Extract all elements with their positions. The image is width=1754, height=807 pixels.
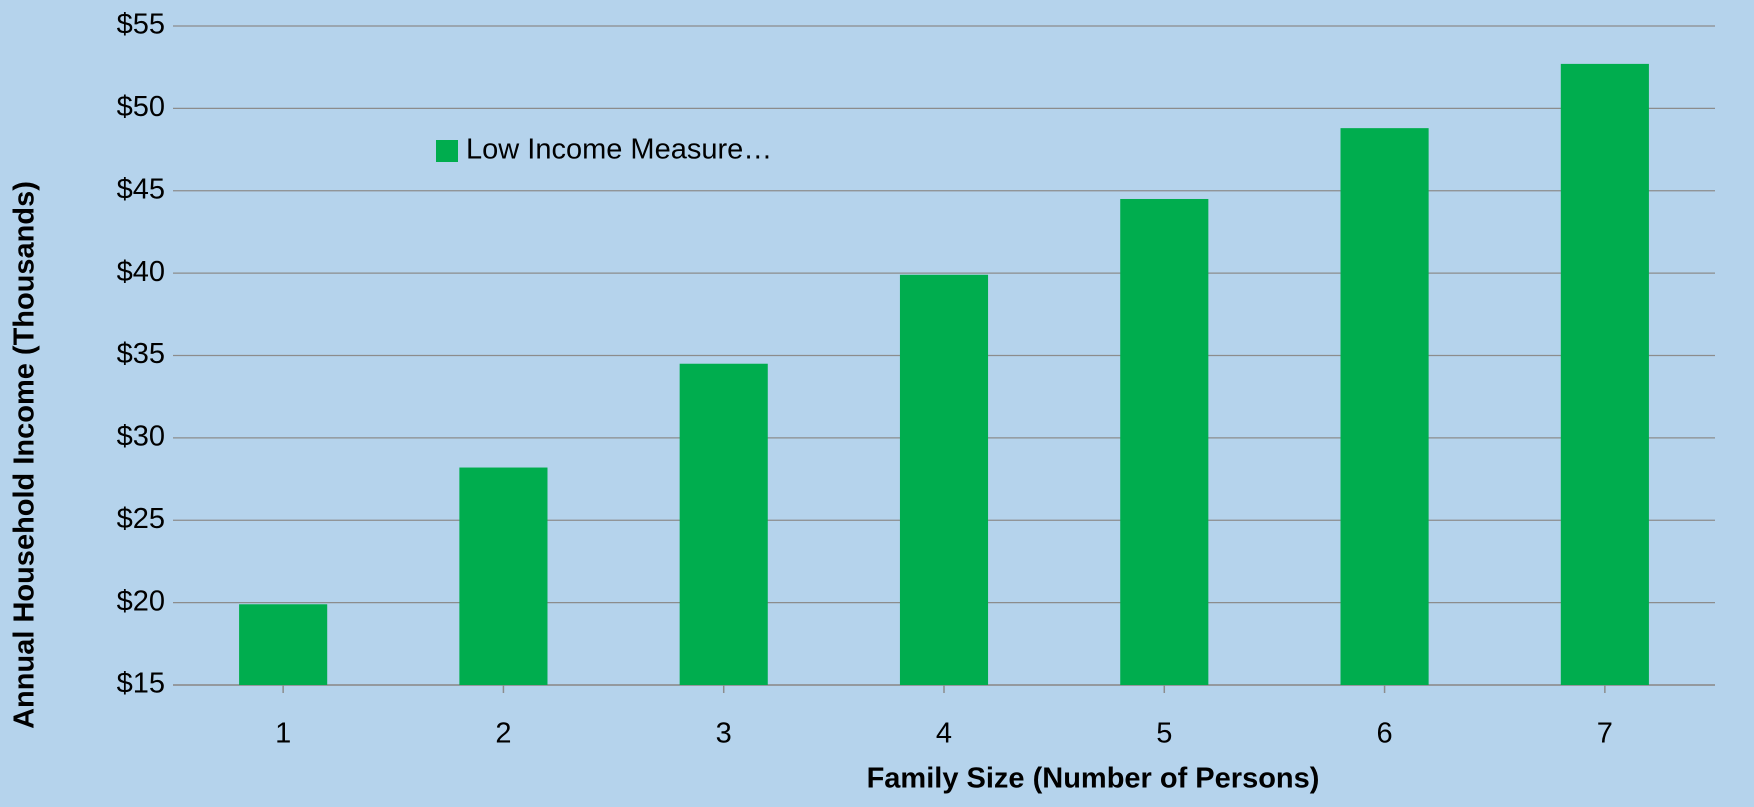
x-tick-label: 2 — [495, 718, 511, 750]
x-tick-label: 3 — [716, 718, 732, 750]
bar — [1560, 63, 1649, 685]
y-tick-label: $40 — [117, 256, 165, 288]
bar — [459, 467, 548, 685]
x-axis-title: Family Size (Number of Persons) — [867, 763, 1320, 795]
x-tick-label: 1 — [275, 718, 291, 750]
y-tick-label: $30 — [117, 421, 165, 453]
bar — [1340, 128, 1429, 685]
bar — [1120, 198, 1209, 686]
legend-label: Low Income Measure… — [466, 134, 772, 166]
y-tick-label: $20 — [117, 585, 165, 617]
bar — [899, 274, 989, 685]
y-tick-label: $35 — [117, 338, 165, 370]
y-tick-label: $25 — [117, 503, 165, 535]
x-tick-label: 7 — [1597, 718, 1613, 750]
x-tick-label: 4 — [936, 718, 952, 750]
legend-swatch — [436, 140, 458, 162]
bar — [679, 363, 768, 685]
y-tick-label: $50 — [117, 91, 165, 123]
bar — [239, 604, 328, 685]
x-tick-label: 5 — [1156, 718, 1172, 750]
x-tick-label: 6 — [1377, 718, 1393, 750]
y-axis-title: Annual Household Income (Thousands) — [9, 181, 41, 729]
y-tick-label: $15 — [117, 668, 165, 700]
y-tick-label: $55 — [117, 9, 165, 41]
y-tick-label: $45 — [117, 173, 165, 205]
